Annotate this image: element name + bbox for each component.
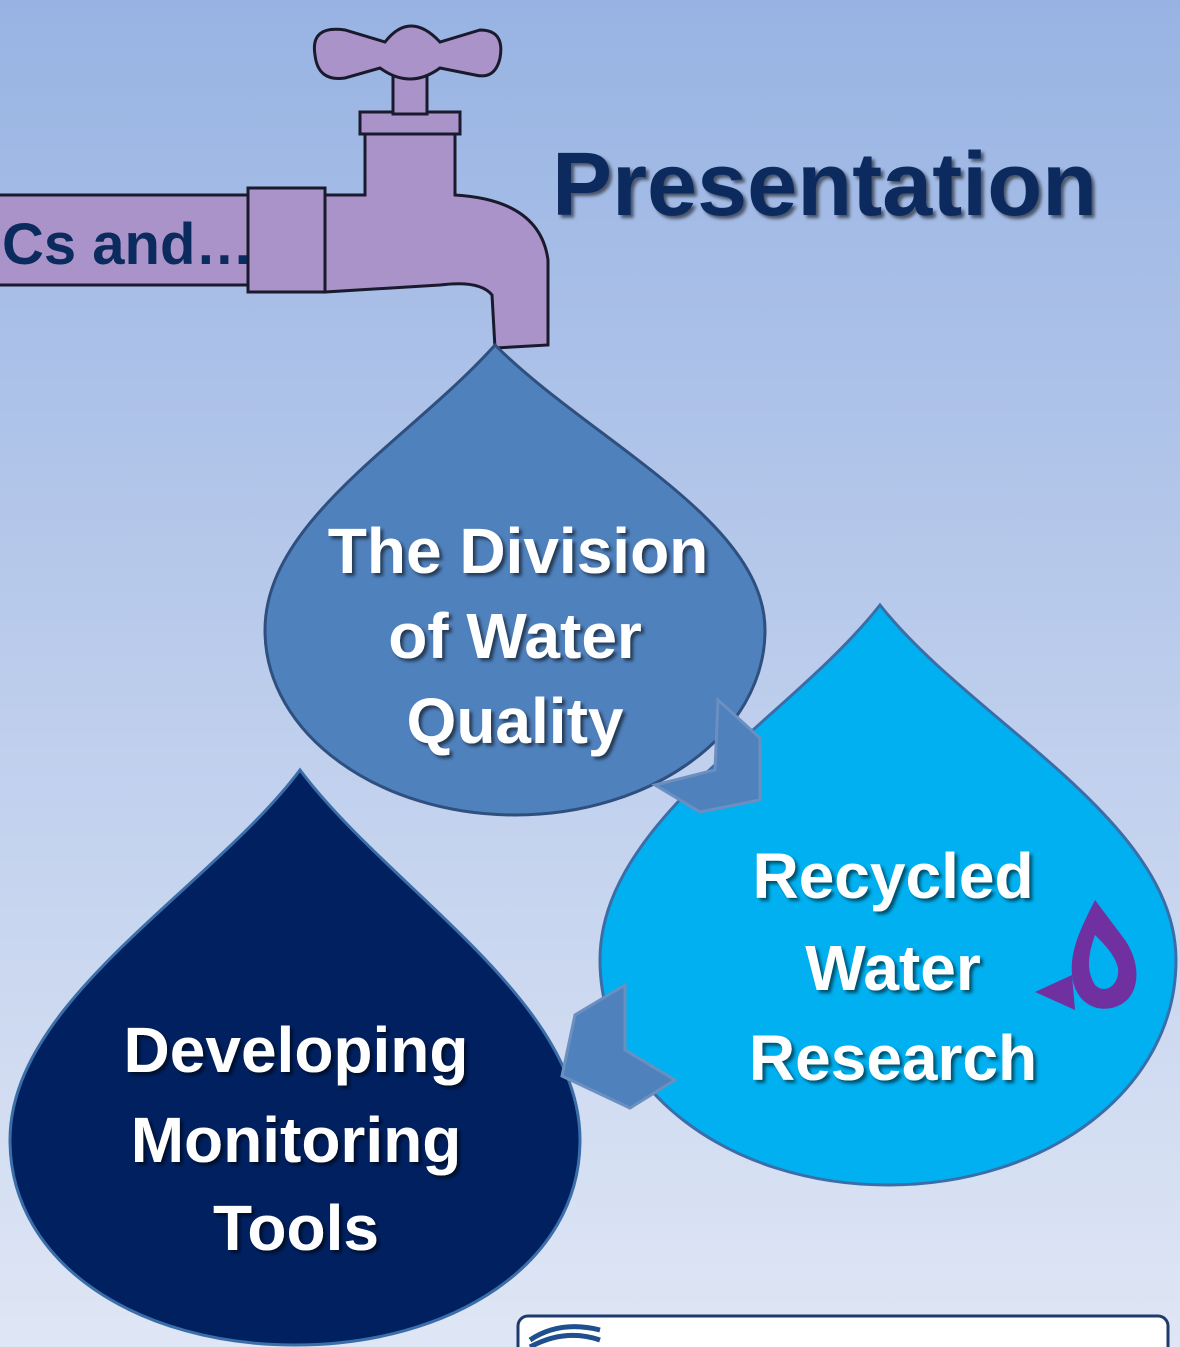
drop-label: Recycled xyxy=(752,840,1033,912)
drop-label: The Division xyxy=(328,515,709,587)
logo-box xyxy=(516,1314,1170,1347)
arrow-chevron xyxy=(651,696,762,814)
logo-waves xyxy=(528,1324,601,1347)
drop-label: Water xyxy=(805,932,980,1004)
title: Presentation xyxy=(552,135,1097,235)
pipe-coupling xyxy=(246,186,327,294)
drop-division xyxy=(263,342,767,817)
faucet-handle xyxy=(312,24,503,81)
drop-texts: The Division of Water Quality Recycled W… xyxy=(124,515,1038,1264)
faucet xyxy=(0,24,550,350)
drop-monitoring xyxy=(8,767,582,1347)
drop-label: Quality xyxy=(407,685,624,757)
pipe xyxy=(0,193,252,287)
recycle-arrow xyxy=(1035,975,1075,1010)
drop-label: Tools xyxy=(213,1192,379,1264)
drop-label: Research xyxy=(749,1022,1037,1094)
pipe-label: Cs and… xyxy=(2,212,253,277)
drop-label: Monitoring xyxy=(131,1104,462,1176)
faucet-body xyxy=(323,128,550,350)
drop-label: Developing xyxy=(124,1014,469,1086)
arrow-chevron xyxy=(560,982,678,1110)
recycle-icon xyxy=(1071,900,1137,1009)
drop-label: of Water xyxy=(388,600,642,672)
